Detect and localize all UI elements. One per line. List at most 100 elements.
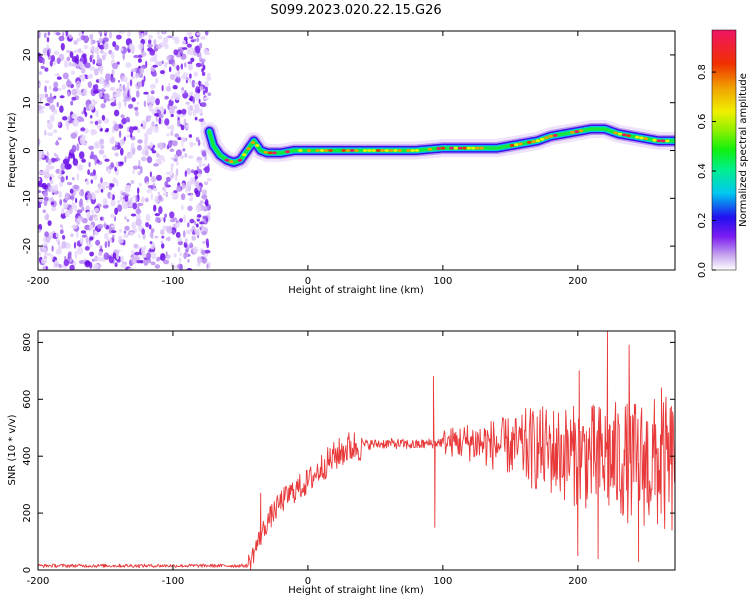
noise-speck bbox=[195, 62, 202, 68]
noise-speck bbox=[157, 191, 160, 196]
ridge-hotspot bbox=[466, 146, 471, 150]
noise-speck bbox=[42, 191, 49, 198]
noise-speck bbox=[43, 263, 46, 270]
noise-speck bbox=[89, 172, 94, 177]
noise-speck bbox=[94, 207, 100, 213]
noise-speck bbox=[115, 161, 119, 169]
ridge-hotspot bbox=[535, 139, 541, 143]
noise-speck bbox=[117, 238, 124, 244]
noise-speck bbox=[141, 228, 145, 235]
ridge-hotspot bbox=[362, 149, 368, 152]
noise-speck bbox=[128, 126, 134, 134]
noise-speck bbox=[179, 263, 183, 270]
noise-speck bbox=[96, 54, 100, 61]
noise-speck bbox=[162, 31, 165, 34]
noise-speck bbox=[81, 111, 84, 115]
noise-speck bbox=[123, 136, 126, 142]
ridge-hotspot bbox=[462, 146, 467, 150]
noise-speck bbox=[98, 44, 105, 50]
noise-speck bbox=[84, 45, 88, 50]
noise-speck bbox=[89, 236, 94, 241]
noise-speck bbox=[174, 36, 180, 45]
noise-speck bbox=[38, 195, 44, 203]
noise-speck bbox=[204, 86, 208, 94]
noise-speck bbox=[154, 235, 159, 239]
y-tick-label: -10 bbox=[22, 190, 33, 206]
noise-speck bbox=[69, 115, 72, 124]
noise-speck bbox=[98, 92, 103, 98]
ridge-hotspot bbox=[617, 132, 623, 136]
ridge-hotspot bbox=[393, 149, 398, 152]
noise-speck bbox=[193, 71, 198, 77]
noise-speck bbox=[44, 67, 49, 72]
noise-speck bbox=[103, 93, 110, 100]
noise-speck bbox=[152, 64, 158, 68]
noise-speck bbox=[173, 63, 177, 70]
noise-speck bbox=[150, 125, 153, 131]
noise-speck bbox=[170, 165, 174, 174]
noise-speck bbox=[137, 144, 142, 151]
noise-speck bbox=[62, 158, 70, 165]
noise-speck bbox=[69, 188, 74, 194]
noise-speck bbox=[47, 49, 50, 57]
noise-speck bbox=[150, 228, 155, 233]
noise-speck bbox=[170, 131, 174, 136]
noise-speck bbox=[61, 84, 66, 90]
noise-speck bbox=[202, 189, 207, 195]
ridge-hotspot bbox=[514, 143, 519, 147]
noise-speck bbox=[123, 233, 129, 238]
noise-speck bbox=[139, 166, 143, 174]
noise-speck bbox=[201, 163, 206, 167]
noise-speck bbox=[153, 163, 160, 167]
noise-speck bbox=[158, 117, 162, 125]
noise-speck bbox=[188, 31, 193, 38]
x-tick-label: -200 bbox=[27, 276, 50, 287]
noise-speck bbox=[113, 123, 120, 132]
noise-speck bbox=[50, 201, 55, 206]
noise-speck bbox=[195, 190, 201, 198]
ridge-hotspot bbox=[345, 149, 351, 152]
ridge-hotspot bbox=[643, 137, 648, 141]
noise-speck bbox=[155, 158, 162, 163]
noise-speck bbox=[86, 193, 93, 200]
noise-speck bbox=[120, 114, 125, 119]
noise-speck bbox=[131, 68, 137, 73]
ridge-hotspot bbox=[656, 139, 661, 143]
noise-speck bbox=[196, 173, 202, 178]
ridge-hotspot bbox=[453, 146, 458, 150]
ridge-hotspot bbox=[397, 149, 402, 152]
noise-speck bbox=[133, 54, 140, 59]
ridge-hotspot bbox=[237, 158, 243, 162]
noise-speck bbox=[167, 103, 170, 110]
noise-speck bbox=[64, 255, 67, 261]
noise-speck bbox=[96, 257, 103, 262]
noise-speck bbox=[47, 220, 52, 227]
noise-speck bbox=[185, 168, 192, 175]
noise-speck bbox=[55, 232, 59, 238]
noise-speck bbox=[97, 31, 102, 34]
noise-speck bbox=[102, 198, 108, 206]
ridge-hotspot bbox=[319, 149, 325, 152]
noise-speck bbox=[182, 47, 188, 50]
noise-speck bbox=[141, 156, 147, 162]
noise-speck bbox=[71, 201, 75, 210]
noise-speck bbox=[162, 192, 168, 196]
noise-speck bbox=[140, 31, 144, 34]
noise-speck bbox=[184, 170, 187, 177]
noise-speck bbox=[140, 123, 143, 127]
noise-speck bbox=[145, 213, 151, 222]
noise-speck bbox=[137, 204, 140, 213]
noise-speck bbox=[51, 54, 55, 62]
noise-speck bbox=[127, 31, 131, 38]
noise-speck bbox=[110, 77, 116, 83]
noise-speck bbox=[148, 34, 153, 40]
noise-speck bbox=[175, 231, 181, 238]
noise-speck bbox=[164, 95, 169, 100]
ridge-hotspot bbox=[578, 129, 584, 133]
noise-speck bbox=[99, 138, 105, 145]
noise-speck bbox=[79, 137, 86, 145]
ridge-hotspot bbox=[384, 149, 389, 152]
ridge-hotspot bbox=[626, 134, 631, 138]
noise-speck bbox=[183, 214, 186, 223]
ridge-hotspot bbox=[298, 149, 303, 152]
